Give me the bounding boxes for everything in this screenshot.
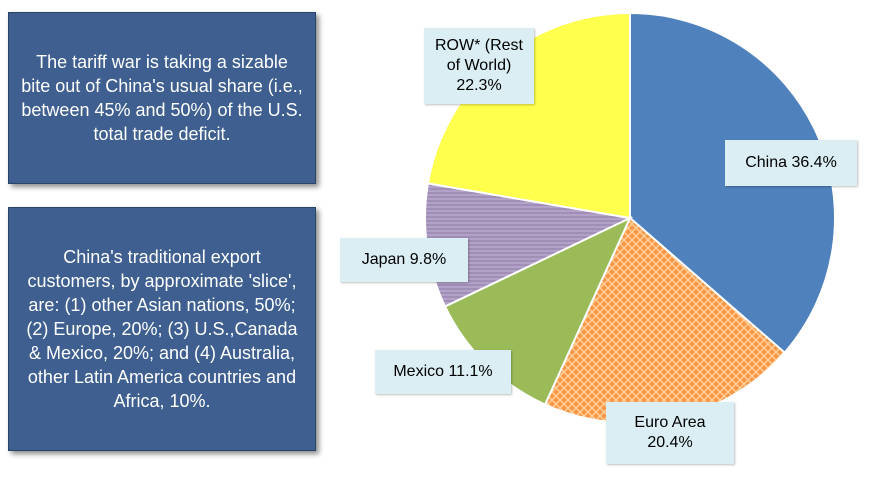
japan-slice-label: Japan 9.8% bbox=[340, 238, 468, 282]
mexico-label-text: Mexico 11.1% bbox=[393, 363, 493, 380]
tariff-note-box: The tariff war is taking a sizable bite … bbox=[8, 12, 316, 184]
export-customers-note-box: China's traditional export customers, by… bbox=[8, 207, 316, 451]
mexico-slice-label: Mexico 11.1% bbox=[375, 350, 511, 394]
japan-label-text: Japan 9.8% bbox=[361, 251, 447, 268]
euro-area-label-text: Euro Area 20.4% bbox=[634, 414, 706, 451]
china-slice-label: China 36.4% bbox=[725, 140, 857, 186]
china-label-text: China 36.4% bbox=[745, 154, 837, 171]
tariff-note-text: The tariff war is taking a sizable bite … bbox=[21, 52, 303, 144]
row-label-text: ROW* (Rest of World) 22.3% bbox=[435, 37, 523, 94]
row-slice-label: ROW* (Rest of World) 22.3% bbox=[424, 28, 534, 104]
euro-area-slice-label: Euro Area 20.4% bbox=[606, 402, 734, 464]
export-customers-note-text: China's traditional export customers, by… bbox=[26, 247, 298, 411]
